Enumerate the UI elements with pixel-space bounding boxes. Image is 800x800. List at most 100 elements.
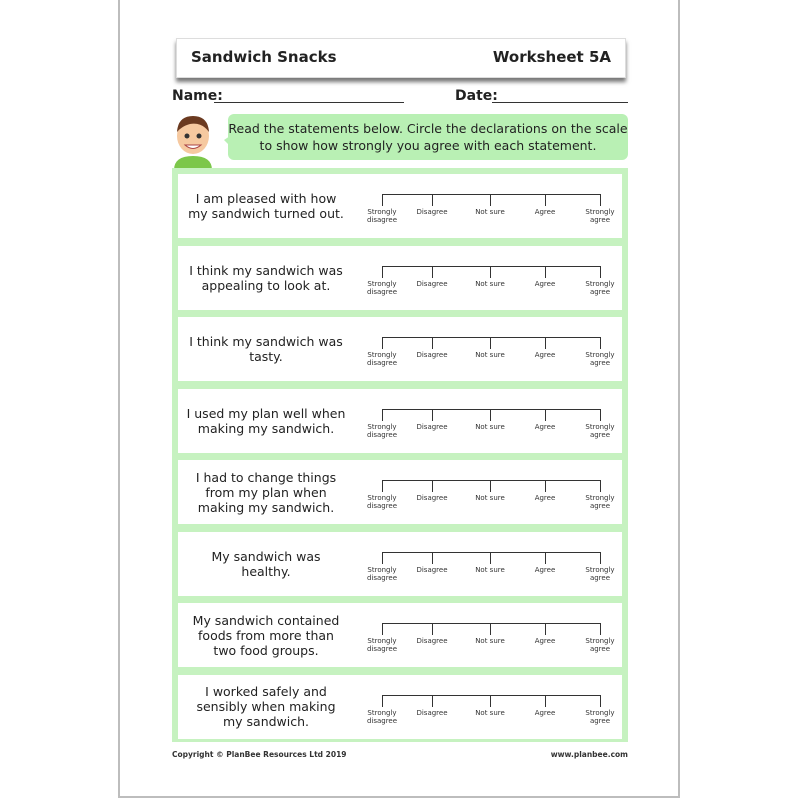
name-label: Name:: [172, 88, 223, 104]
scale-option[interactable]: Strongly agree: [585, 494, 615, 510]
scale-option[interactable]: Agree: [534, 279, 556, 288]
statement-row: My sandwich was healthy. Strongly disagre…: [178, 531, 622, 596]
scale-tick: [432, 551, 433, 564]
scale-option[interactable]: Strongly agree: [585, 208, 615, 224]
scale-line: [382, 623, 600, 624]
scale-option[interactable]: Strongly disagree: [366, 494, 398, 510]
statement-text: My sandwich contained foods from more th…: [192, 612, 340, 658]
statement-row: I used my plan well when making my sandw…: [178, 388, 622, 453]
scale-option[interactable]: Strongly agree: [585, 351, 615, 367]
scale-option[interactable]: Strongly disagree: [366, 637, 398, 653]
scale-option[interactable]: Strongly disagree: [366, 208, 398, 224]
scale-option[interactable]: Strongly disagree: [366, 351, 398, 367]
scale-tick: [600, 408, 601, 421]
statements-panel: I am pleased with how my sandwich turned…: [172, 168, 628, 742]
scale-tick: [600, 623, 601, 635]
instructions-bubble: Read the statements below. Circle the de…: [224, 114, 628, 160]
scale-option[interactable]: Disagree: [416, 637, 448, 645]
scale-option[interactable]: Agree: [534, 351, 556, 359]
scale-tick: [382, 551, 383, 564]
scale-tick: [545, 408, 546, 421]
scale-tick: [432, 194, 433, 206]
statement-text: I used my plan well when making my sandw…: [186, 405, 346, 436]
worksheet-number: Worksheet 5A: [492, 48, 611, 66]
scale-option[interactable]: Strongly agree: [585, 422, 615, 439]
scale-tick: [490, 194, 491, 206]
scale-tick: [490, 408, 491, 421]
scale-option[interactable]: Strongly agree: [585, 637, 615, 653]
worksheet-title: Sandwich Snacks: [191, 48, 337, 66]
scale-option[interactable]: Agree: [534, 565, 556, 574]
scale-option[interactable]: Not sure: [475, 351, 505, 359]
scale-option[interactable]: Strongly agree: [585, 565, 615, 582]
scale-option[interactable]: Disagree: [416, 708, 448, 717]
scale-option[interactable]: Disagree: [416, 208, 448, 216]
scale-line: [382, 265, 600, 267]
scale-tick: [490, 623, 491, 635]
scale-tick: [600, 337, 601, 349]
scale-option[interactable]: Not sure: [475, 637, 505, 645]
scale-option[interactable]: Not sure: [475, 208, 505, 216]
scale-option[interactable]: Agree: [534, 494, 556, 502]
scale-tick: [432, 337, 433, 349]
scale-option[interactable]: Strongly agree: [585, 708, 615, 725]
scale-option[interactable]: Agree: [534, 208, 556, 216]
statement-row: My sandwich contained foods from more th…: [178, 603, 622, 667]
scale-option[interactable]: Not sure: [475, 422, 505, 431]
scale-option[interactable]: Strongly disagree: [366, 708, 398, 725]
scale-line: [382, 694, 600, 696]
scale-tick: [600, 194, 601, 206]
scale-tick: [600, 265, 601, 278]
scale-option[interactable]: Not sure: [475, 708, 505, 717]
scale-tick: [490, 337, 491, 349]
scale-tick: [490, 694, 491, 707]
scale-tick: [382, 194, 383, 206]
scale-tick: [490, 265, 491, 278]
scale-line: [382, 551, 600, 553]
statement-row: I worked safely and sensibly when making…: [178, 674, 622, 739]
date-field[interactable]: [492, 102, 628, 103]
scale-tick: [600, 480, 601, 492]
agreement-scale: Strongly disagree Disagree Not sure Agree St…: [367, 691, 618, 731]
scale-tick: [432, 480, 433, 492]
scale-option[interactable]: Strongly disagree: [366, 422, 398, 439]
statement-row: I had to change things from my plan when…: [178, 460, 622, 524]
scale-option[interactable]: Agree: [534, 637, 556, 645]
scale-option[interactable]: Strongly agree: [585, 279, 615, 296]
scale-option[interactable]: Disagree: [416, 565, 448, 574]
scale-option[interactable]: Not sure: [475, 565, 505, 574]
agreement-scale: Strongly disagree Disagree Not sure Agree St…: [367, 405, 618, 445]
boy-avatar-icon: [174, 116, 212, 170]
copyright: Copyright © PlanBee Resources Ltd 2019: [172, 750, 347, 759]
scale-tick: [382, 408, 383, 421]
scale-option[interactable]: Disagree: [416, 279, 448, 288]
scale-line: [382, 480, 600, 481]
name-field[interactable]: [214, 102, 404, 103]
date-label: Date:: [455, 88, 498, 104]
scale-option[interactable]: Not sure: [475, 494, 505, 502]
scale-tick: [600, 551, 601, 564]
scale-option[interactable]: Disagree: [416, 494, 448, 502]
scale-tick: [382, 623, 383, 635]
scale-option[interactable]: Strongly disagree: [366, 279, 398, 296]
scale-option[interactable]: Agree: [534, 708, 556, 717]
scale-option[interactable]: Strongly disagree: [366, 565, 398, 582]
agreement-scale: Strongly disagree Disagree Not sure Agree St…: [367, 619, 618, 659]
website: www.planbee.com: [550, 750, 628, 759]
statement-text: I think my sandwich was appealing to loo…: [189, 262, 343, 293]
statement-text: My sandwich was healthy.: [211, 548, 321, 579]
scale-option[interactable]: Not sure: [475, 279, 505, 288]
scale-tick: [545, 551, 546, 564]
agreement-scale: Strongly disagree Disagree Not sure Agree St…: [367, 548, 618, 588]
statement-row: I think my sandwich was appealing to loo…: [178, 245, 622, 310]
scale-option[interactable]: Disagree: [416, 422, 448, 431]
scale-tick: [432, 408, 433, 421]
agreement-scale: Strongly disagree Disagree Not sure Agree St…: [367, 262, 618, 302]
scale-option[interactable]: Disagree: [416, 351, 448, 359]
statement-text: I think my sandwich was tasty.: [189, 334, 343, 364]
worksheet-header: Sandwich Snacks Worksheet 5A: [176, 38, 626, 78]
scale-tick: [545, 265, 546, 278]
scale-tick: [382, 337, 383, 349]
scale-option[interactable]: Agree: [534, 422, 556, 431]
scale-tick: [432, 623, 433, 635]
